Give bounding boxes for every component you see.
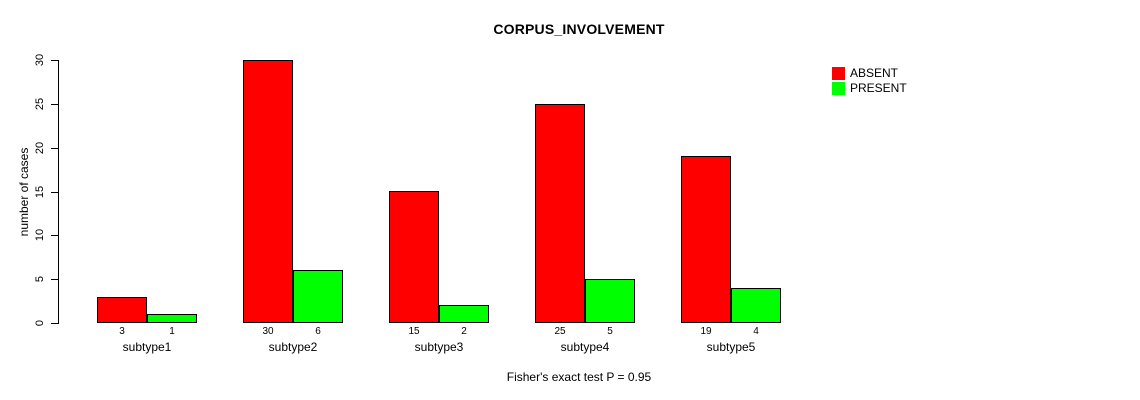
- y-tick-15: [51, 192, 58, 193]
- y-tick-25: [51, 104, 58, 105]
- bar-present-subtype3: [439, 305, 489, 323]
- bar-absent-subtype2: [243, 60, 293, 323]
- bar-present-subtype4: [585, 279, 635, 323]
- y-tick-30: [51, 60, 58, 61]
- bar-value-label-absent-subtype1: 3: [119, 326, 125, 337]
- y-tick-0: [51, 323, 58, 324]
- bar-absent-subtype5: [681, 156, 731, 323]
- bar-value-label-present-subtype1: 1: [169, 326, 175, 337]
- bar-value-label-absent-subtype2: 30: [262, 326, 274, 337]
- legend-label-present: PRESENT: [850, 81, 907, 95]
- y-axis-line: [58, 60, 59, 324]
- category-label-subtype5: subtype5: [706, 340, 756, 354]
- bar-value-label-present-subtype5: 4: [753, 326, 759, 337]
- category-label-subtype4: subtype4: [560, 340, 610, 354]
- y-tick-5: [51, 279, 58, 280]
- y-tick-20: [51, 148, 58, 149]
- y-tick-label-0: 0: [34, 319, 46, 327]
- bar-present-subtype5: [731, 288, 781, 323]
- bar-absent-subtype4: [535, 104, 585, 323]
- chart-title: CORPUS_INVOLVEMENT: [493, 21, 665, 37]
- bar-value-label-absent-subtype4: 25: [554, 326, 566, 337]
- y-tick-label-5: 5: [34, 275, 46, 283]
- y-tick-label-20: 20: [34, 141, 46, 155]
- y-tick-10: [51, 235, 58, 236]
- category-label-subtype3: subtype3: [414, 340, 464, 354]
- bar-value-label-present-subtype2: 6: [315, 326, 321, 337]
- bar-value-label-present-subtype4: 5: [607, 326, 613, 337]
- category-label-subtype1: subtype1: [122, 340, 172, 354]
- bar-present-subtype1: [147, 314, 197, 323]
- annotation-caption: Fisher's exact test P = 0.95: [506, 370, 652, 384]
- y-axis-title: number of cases: [17, 147, 31, 237]
- category-label-subtype2: subtype2: [268, 340, 318, 354]
- y-tick-label-25: 25: [34, 97, 46, 111]
- legend-label-absent: ABSENT: [850, 66, 899, 80]
- bar-value-label-present-subtype3: 2: [461, 326, 467, 337]
- bar-value-label-absent-subtype3: 15: [408, 326, 420, 337]
- bar-present-subtype2: [293, 270, 343, 323]
- y-tick-label-10: 10: [34, 228, 46, 242]
- legend-swatch-absent: [832, 67, 845, 80]
- bar-value-label-absent-subtype5: 19: [700, 326, 712, 337]
- bar-absent-subtype1: [97, 297, 147, 323]
- y-tick-label-15: 15: [34, 185, 46, 199]
- bar-absent-subtype3: [389, 191, 439, 323]
- y-tick-label-30: 30: [34, 53, 46, 67]
- legend-swatch-present: [832, 82, 845, 95]
